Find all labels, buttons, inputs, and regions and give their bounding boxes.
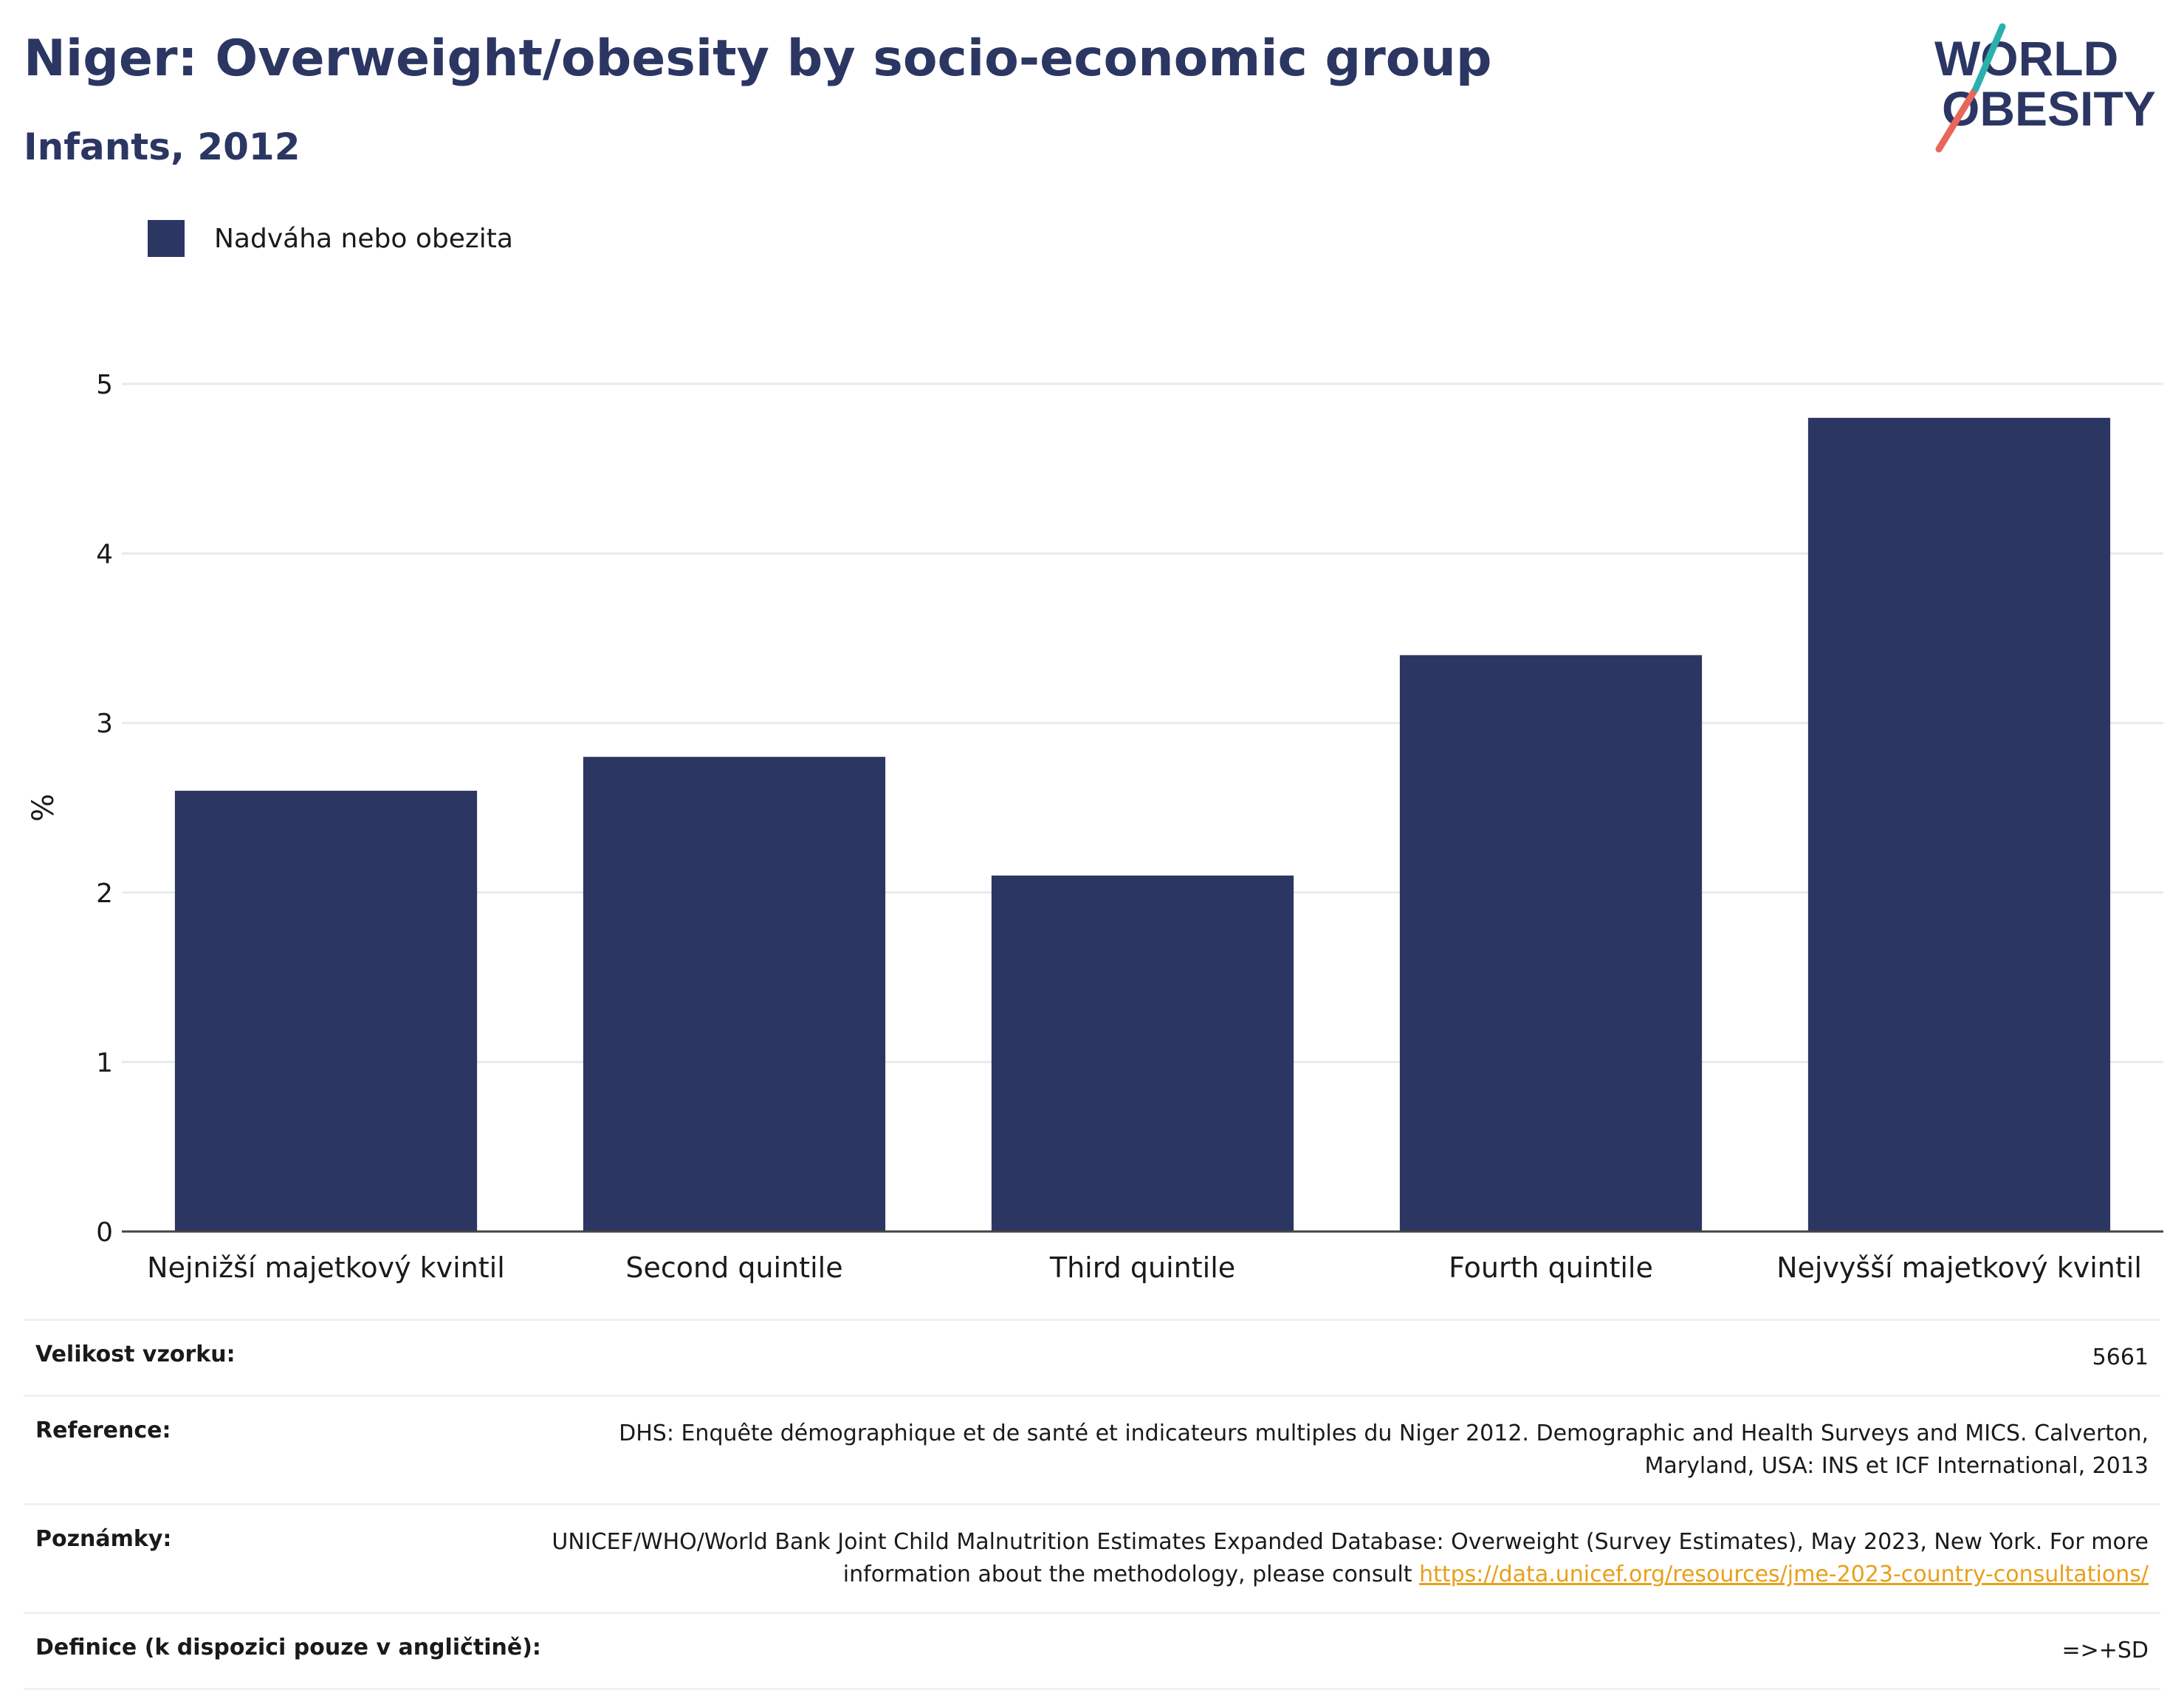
page-title: Niger: Overweight/obesity by socio-econo… (24, 30, 1492, 88)
chart-legend: Nadváha nebo obezita (148, 220, 513, 257)
reference-value: DHS: Enquête démographique et de santé e… (619, 1421, 2149, 1479)
x-tick-label: Fourth quintile (1449, 1251, 1653, 1284)
x-tick-label: Second quintile (625, 1251, 842, 1284)
sample-size-value: 5661 (2092, 1344, 2149, 1370)
x-tick-label: Third quintile (1049, 1251, 1235, 1284)
bar-chart: 0 1 2 3 4 5% Nejnižší majetkový kvintil Second … (27, 370, 2163, 1284)
y-tick-label: 2 (96, 879, 113, 909)
legend-swatch (148, 220, 185, 257)
logo-line-1: WORLD (1934, 31, 2118, 86)
y-tick-label: 5 (96, 370, 113, 400)
y-tick-label: 0 (96, 1217, 113, 1248)
reference-label: Reference: (35, 1418, 171, 1443)
info-row-reference: Reference: DHS: Enquête démographique et… (24, 1395, 2160, 1503)
info-table: Velikost vzorku: 5661 Reference: DHS: En… (24, 1319, 2160, 1690)
y-tick-label: 3 (96, 709, 113, 739)
bar (991, 875, 1294, 1232)
info-row-sample: Velikost vzorku: 5661 (24, 1319, 2160, 1395)
bar (1399, 655, 1703, 1232)
bar (1807, 417, 2111, 1232)
x-tick-label: Nejvyšší majetkový kvintil (1776, 1251, 2142, 1284)
sample-size-label: Velikost vzorku: (35, 1342, 236, 1367)
definition-label: Definice (k dispozici pouze v angličtině… (35, 1635, 541, 1660)
legend-label: Nadváha nebo obezita (214, 223, 513, 254)
y-tick-label: 1 (96, 1048, 113, 1078)
notes-value: UNICEF/WHO/World Bank Joint Child Malnut… (524, 1526, 2149, 1591)
bar (174, 791, 478, 1232)
info-row-notes: Poznámky: UNICEF/WHO/World Bank Joint Ch… (24, 1503, 2160, 1612)
notes-label: Poznámky: (35, 1526, 172, 1552)
definition-value: =>+SD (2061, 1638, 2149, 1663)
world-obesity-logo: WORLD OBESITY (1934, 23, 2156, 153)
notes-link[interactable]: https://data.unicef.org/resources/jme-20… (1419, 1562, 2149, 1587)
page-subtitle: Infants, 2012 (24, 126, 301, 168)
notes-text: UNICEF/WHO/World Bank Joint Child Malnut… (552, 1529, 2149, 1587)
x-tick-label: Nejnižší majetkový kvintil (147, 1251, 505, 1284)
y-axis-label: % (27, 794, 61, 822)
info-row-definition: Definice (k dispozici pouze v angličtině… (24, 1612, 2160, 1690)
bar (583, 757, 886, 1232)
y-tick-label: 4 (96, 540, 113, 570)
